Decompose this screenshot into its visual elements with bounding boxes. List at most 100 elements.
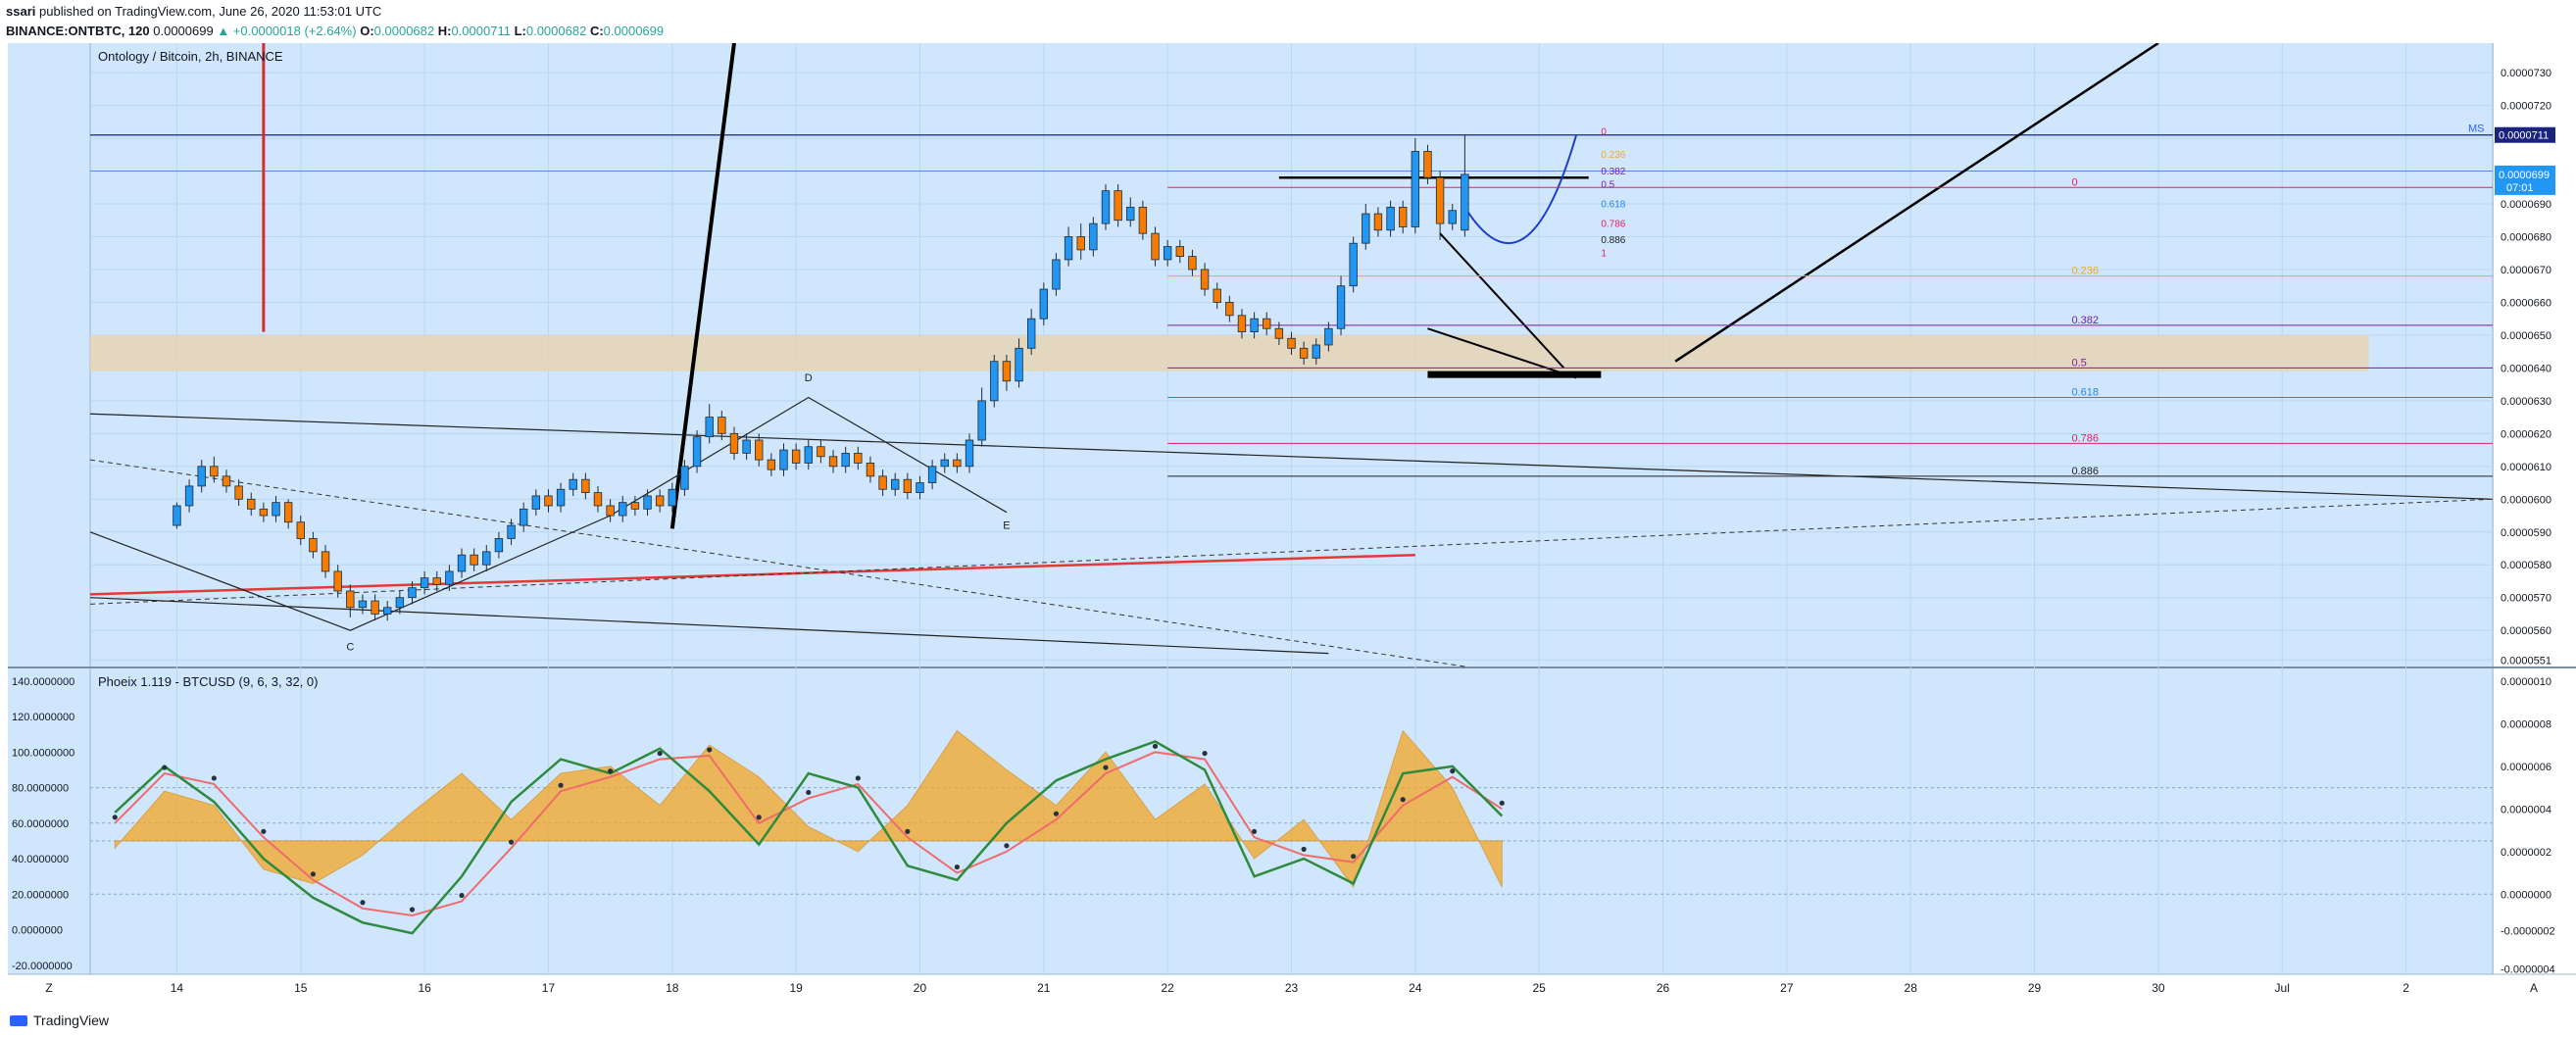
ms-label: MS bbox=[2468, 123, 2485, 135]
candle-body bbox=[1386, 206, 1395, 231]
x-tick-label: 30 bbox=[2152, 981, 2165, 995]
candle-body bbox=[828, 456, 838, 468]
tradingview-brand[interactable]: TradingView bbox=[10, 1012, 109, 1028]
oscillator-series bbox=[112, 729, 1505, 935]
candle-body bbox=[953, 459, 962, 468]
candle-body bbox=[791, 449, 801, 464]
open-value: 0.0000682 bbox=[373, 24, 435, 38]
x-tick-label: 21 bbox=[1037, 981, 1051, 995]
axes: 14 15 16 17 18 19 20 21 22 23 24 25 26 27 28 29 30 Jul 2 Z A… bbox=[12, 68, 2555, 995]
candle-body bbox=[1076, 236, 1085, 251]
fib-small-label: 1 bbox=[1601, 249, 1607, 260]
signal-dot bbox=[657, 750, 663, 757]
signal-dot bbox=[112, 815, 118, 820]
last-price-tag-label: 0.0000699 bbox=[2499, 170, 2550, 181]
y-tick-label: 0.0000690 bbox=[2501, 199, 2551, 211]
candle-body bbox=[581, 478, 590, 493]
tradingview-logo-icon bbox=[10, 1015, 27, 1026]
candle-body bbox=[321, 551, 330, 572]
signal-dot bbox=[310, 871, 317, 877]
candle-body bbox=[878, 475, 887, 490]
candle-body bbox=[1163, 246, 1172, 261]
candle-body bbox=[817, 446, 825, 458]
candle-body bbox=[841, 453, 850, 468]
candle-body bbox=[1175, 246, 1184, 257]
red-trendline bbox=[89, 553, 1415, 596]
signal-dot bbox=[1053, 811, 1060, 816]
candle-body bbox=[668, 488, 676, 507]
drawing-tools: D E C 0 0.236 0.382 0.5 0.618 0.786 0.886 0 0.236 0.… bbox=[89, 43, 2494, 667]
candle-body bbox=[705, 417, 714, 438]
fib-level-label: 0.886 bbox=[2071, 466, 2099, 477]
high-label: H: bbox=[437, 24, 452, 38]
x-tick-label: 15 bbox=[294, 981, 308, 995]
x-axis-left-label: Z bbox=[45, 981, 52, 995]
indicator-y-tick-label: 120.0000000 bbox=[12, 712, 74, 723]
candle-body bbox=[606, 505, 615, 517]
wedge-lower bbox=[1427, 327, 1577, 379]
signal-dot bbox=[1103, 765, 1109, 770]
indicator-right-tick-label: 0.0000002 bbox=[2501, 847, 2551, 859]
candle-body bbox=[755, 439, 764, 461]
black-steep-trendline bbox=[669, 43, 736, 529]
candle-body bbox=[358, 600, 368, 609]
candle-body bbox=[383, 607, 392, 615]
x-tick-label: 20 bbox=[914, 981, 927, 995]
pane-title: Ontology / Bitcoin, 2h, BINANCE bbox=[98, 49, 283, 64]
candle-body bbox=[1324, 327, 1333, 346]
author-name[interactable]: ssari bbox=[6, 4, 36, 19]
signal-dot bbox=[1351, 854, 1357, 860]
fib-small-label: 0.618 bbox=[1601, 199, 1625, 210]
candle-body bbox=[1002, 361, 1012, 382]
publish-header: ssari published on TradingView.com, June… bbox=[0, 0, 2576, 43]
oscillator-area bbox=[114, 729, 1503, 889]
candle-body bbox=[333, 570, 342, 592]
candle-body bbox=[234, 485, 243, 500]
point-label-e: E bbox=[1003, 519, 1010, 531]
signal-dot bbox=[261, 828, 267, 834]
candle-body bbox=[346, 590, 355, 609]
candle-body bbox=[1362, 213, 1370, 244]
y-tick-label: 0.0000650 bbox=[2501, 330, 2551, 342]
candle-body bbox=[1237, 315, 1247, 332]
signal-dot bbox=[756, 815, 762, 820]
indicator-y-tick-label: 60.0000000 bbox=[12, 818, 69, 830]
indicator-right-tick-label: 0.0000000 bbox=[2501, 889, 2551, 901]
candle-body bbox=[779, 449, 788, 470]
indicator-y-tick-label: 20.0000000 bbox=[12, 889, 69, 901]
fib-small-label: 0.236 bbox=[1601, 150, 1625, 161]
candle-body bbox=[1349, 242, 1358, 287]
x-tick-label: 17 bbox=[542, 981, 556, 995]
candle-body bbox=[990, 361, 999, 402]
chart-area[interactable]: D E C 0 0.236 0.382 0.5 0.618 0.786 0.886 0 0.236 0.… bbox=[0, 43, 2576, 1004]
candle-body bbox=[371, 600, 379, 615]
supply-zone-band bbox=[90, 334, 2369, 371]
indicator-right-tick-label: 0.0000008 bbox=[2501, 718, 2551, 730]
candle-body bbox=[259, 508, 269, 517]
signal-dot bbox=[1301, 846, 1307, 853]
candle-body bbox=[1250, 318, 1259, 332]
close-label: C: bbox=[589, 24, 604, 38]
candle-body bbox=[940, 459, 949, 468]
candle-body bbox=[395, 597, 405, 609]
indicator-pane[interactable] bbox=[8, 668, 2494, 974]
signal-dot bbox=[1450, 768, 1456, 774]
symbol-label: BINANCE:ONTBTC, 120 bbox=[6, 24, 150, 38]
candle-body bbox=[1448, 210, 1457, 224]
y-tick-label: 0.0000610 bbox=[2501, 462, 2551, 473]
signal-dot bbox=[1499, 800, 1505, 806]
candle-body bbox=[1151, 232, 1160, 261]
candle-body bbox=[1114, 190, 1122, 222]
candle-body bbox=[1411, 151, 1420, 227]
x-tick-label: 29 bbox=[2028, 981, 2042, 995]
y-tick-label: 0.0000600 bbox=[2501, 494, 2551, 506]
publish-line: ssari published on TradingView.com, June… bbox=[6, 4, 381, 19]
candle-body bbox=[482, 551, 491, 566]
signal-dot bbox=[1251, 828, 1258, 834]
point-label-c: C bbox=[346, 641, 354, 653]
candle-body bbox=[1435, 176, 1445, 224]
candle-body bbox=[1274, 327, 1284, 339]
candle-body bbox=[1312, 344, 1320, 359]
candle-body bbox=[1263, 318, 1271, 329]
candle-body bbox=[1064, 236, 1073, 261]
